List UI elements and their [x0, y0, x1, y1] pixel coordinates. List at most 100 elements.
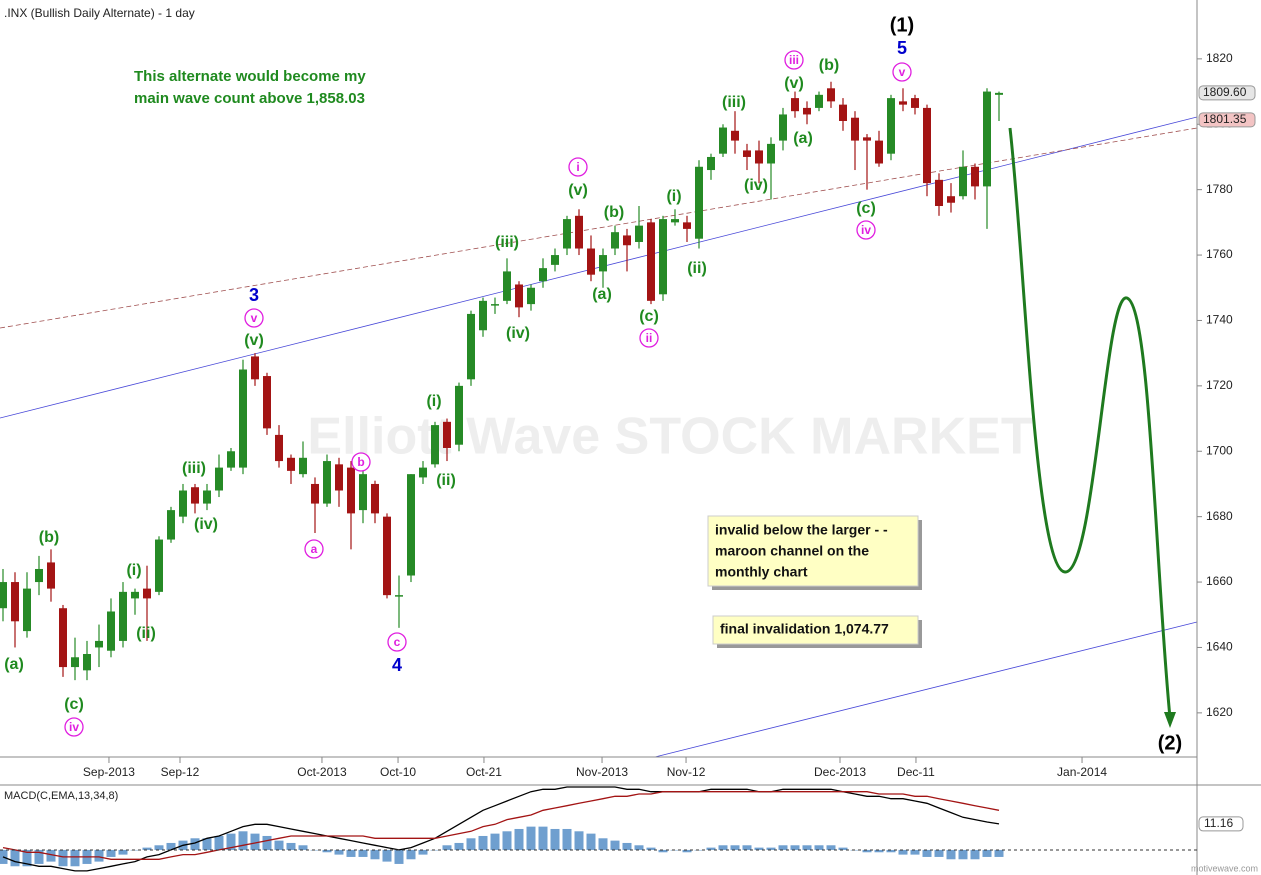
wave-label: (b)	[39, 529, 59, 546]
candle-body	[755, 150, 763, 164]
histogram-bar	[874, 849, 884, 853]
histogram-bar	[574, 831, 584, 850]
x-tick-label: Sep-2013	[83, 765, 135, 779]
histogram-bar	[58, 849, 68, 867]
x-tick-label: Nov-2013	[576, 765, 628, 779]
histogram-bar	[982, 849, 992, 857]
histogram-bar	[610, 840, 620, 850]
wave-label: v	[899, 65, 906, 79]
candle-body	[227, 451, 235, 468]
histogram-bar	[622, 842, 632, 850]
wave-label: (ii)	[136, 625, 156, 642]
histogram-bar	[382, 849, 392, 862]
histogram-bar	[538, 826, 548, 850]
histogram-bar	[142, 847, 152, 850]
histogram-bar	[562, 828, 572, 850]
wave-label: (a)	[4, 656, 24, 673]
candle-body	[683, 222, 691, 229]
wave-circle	[387, 632, 407, 652]
histogram-bar	[970, 849, 980, 860]
candle-body	[119, 591, 127, 641]
histogram-bar	[802, 845, 812, 850]
candle-body	[287, 457, 295, 471]
candle-body	[419, 467, 427, 478]
x-tick-label: Oct-2013	[297, 765, 347, 779]
histogram-bar	[478, 835, 488, 850]
wave-label: (i)	[426, 393, 441, 410]
wave-circle	[351, 452, 371, 472]
candle-body	[731, 130, 739, 141]
candle-body	[299, 457, 307, 475]
histogram-bar	[370, 849, 380, 860]
histogram-bar	[862, 849, 872, 853]
candle-body	[23, 588, 31, 632]
wave-label: (v)	[784, 75, 804, 92]
candle-body	[527, 287, 535, 305]
wave-circle	[568, 157, 588, 177]
candle-body	[575, 215, 583, 249]
candle-body	[635, 225, 643, 242]
candle-body	[275, 434, 283, 462]
candle-body	[395, 595, 403, 597]
histogram-bar	[754, 847, 764, 850]
candle-body	[503, 271, 511, 301]
watermark: Elliott Wave STOCK MARKET	[307, 408, 1032, 466]
wave-label: b	[357, 455, 364, 469]
box-text: invalid below the larger - -	[715, 522, 888, 538]
histogram-bar	[814, 845, 824, 850]
candle-body	[707, 156, 715, 171]
candle-body	[791, 98, 799, 112]
histogram-bar	[898, 849, 908, 855]
wave-circle	[856, 220, 876, 240]
candle-body	[191, 487, 199, 504]
wave-label: (iii)	[495, 234, 519, 251]
wave-label: (a)	[592, 286, 612, 303]
histogram-bar	[466, 838, 476, 850]
candle-body	[911, 98, 919, 108]
histogram-bar	[394, 849, 404, 864]
histogram-bar	[550, 828, 560, 850]
histogram-bar	[658, 849, 668, 853]
candle-body	[803, 107, 811, 115]
maroon-channel-line	[0, 127, 1198, 329]
histogram-bar	[214, 835, 224, 850]
candle-body	[155, 539, 163, 592]
channel-line	[0, 116, 1198, 419]
wave-label: (1)	[890, 14, 914, 36]
histogram-bar	[46, 849, 56, 862]
candle-body	[623, 235, 631, 246]
candle-body	[359, 474, 367, 511]
histogram-bar	[238, 831, 248, 850]
wave-label: (v)	[244, 332, 264, 349]
candle-body	[371, 483, 379, 514]
histogram-bar	[586, 833, 596, 850]
wave-label: 4	[392, 655, 402, 675]
candle-body	[107, 611, 115, 651]
wave-label: (ii)	[687, 260, 707, 277]
price-tag-label: 1809.60	[1203, 85, 1247, 99]
histogram-bar	[514, 828, 524, 850]
candle-body	[899, 101, 907, 105]
wave-label: (ii)	[436, 472, 456, 489]
histogram-bar	[682, 849, 692, 853]
wave-label: iv	[861, 223, 871, 237]
wave-label: ii	[646, 331, 653, 345]
candle-body	[611, 232, 619, 249]
y-tick-label: 1660	[1206, 574, 1233, 588]
candle-body	[587, 248, 595, 275]
price-tag	[1198, 85, 1256, 101]
histogram-bar	[826, 845, 836, 850]
wave-label: 3	[249, 285, 259, 305]
histogram-bar	[346, 849, 356, 857]
histogram-bar	[886, 849, 896, 853]
x-tick-label: Oct-10	[380, 765, 416, 779]
candle-body	[659, 219, 667, 295]
y-tick-label: 1620	[1206, 705, 1233, 719]
wave-label: c	[394, 635, 401, 649]
wave-label: (i)	[666, 188, 681, 205]
histogram-bar	[646, 847, 656, 850]
histogram-bar	[262, 835, 272, 850]
histogram-bar	[718, 845, 728, 850]
histogram-bar	[334, 849, 344, 855]
